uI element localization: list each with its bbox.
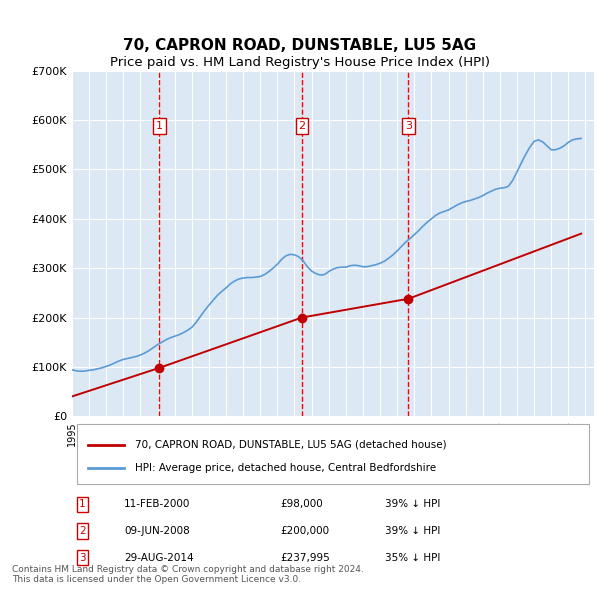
Text: HPI: Average price, detached house, Central Bedfordshire: HPI: Average price, detached house, Cent…: [134, 463, 436, 473]
Text: 09-JUN-2008: 09-JUN-2008: [124, 526, 190, 536]
Text: 39% ↓ HPI: 39% ↓ HPI: [385, 526, 440, 536]
Text: 2: 2: [298, 121, 305, 131]
Text: £200,000: £200,000: [281, 526, 330, 536]
Text: 1: 1: [156, 121, 163, 131]
Text: £237,995: £237,995: [281, 553, 331, 563]
Text: Contains HM Land Registry data © Crown copyright and database right 2024.
This d: Contains HM Land Registry data © Crown c…: [12, 565, 364, 584]
FancyBboxPatch shape: [77, 424, 589, 484]
Text: 11-FEB-2000: 11-FEB-2000: [124, 499, 191, 509]
Text: £98,000: £98,000: [281, 499, 323, 509]
Text: 3: 3: [79, 553, 86, 563]
Text: 29-AUG-2014: 29-AUG-2014: [124, 553, 194, 563]
Text: 35% ↓ HPI: 35% ↓ HPI: [385, 553, 440, 563]
Text: 39% ↓ HPI: 39% ↓ HPI: [385, 499, 440, 509]
Text: 2: 2: [79, 526, 86, 536]
Text: Price paid vs. HM Land Registry's House Price Index (HPI): Price paid vs. HM Land Registry's House …: [110, 56, 490, 69]
Text: 3: 3: [405, 121, 412, 131]
Text: 1: 1: [79, 499, 86, 509]
Text: 70, CAPRON ROAD, DUNSTABLE, LU5 5AG (detached house): 70, CAPRON ROAD, DUNSTABLE, LU5 5AG (det…: [134, 440, 446, 450]
Text: 70, CAPRON ROAD, DUNSTABLE, LU5 5AG: 70, CAPRON ROAD, DUNSTABLE, LU5 5AG: [124, 38, 476, 53]
